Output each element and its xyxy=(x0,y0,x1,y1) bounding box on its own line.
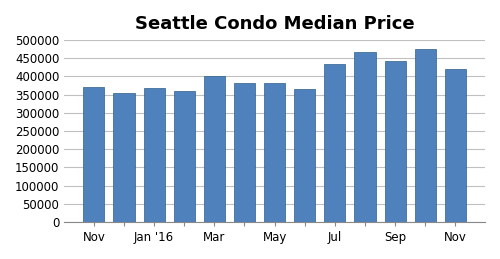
Bar xyxy=(174,91,195,222)
Bar xyxy=(234,83,255,222)
Bar xyxy=(84,87,104,222)
Bar xyxy=(324,64,345,222)
Bar xyxy=(294,89,316,222)
Title: Seattle Condo Median Price: Seattle Condo Median Price xyxy=(135,15,414,33)
Bar xyxy=(445,69,466,222)
Bar xyxy=(354,52,376,222)
Bar xyxy=(264,83,285,222)
Bar xyxy=(204,76,225,222)
Bar xyxy=(114,93,134,222)
Bar xyxy=(144,88,165,222)
Bar xyxy=(384,61,406,222)
Bar xyxy=(414,49,436,222)
